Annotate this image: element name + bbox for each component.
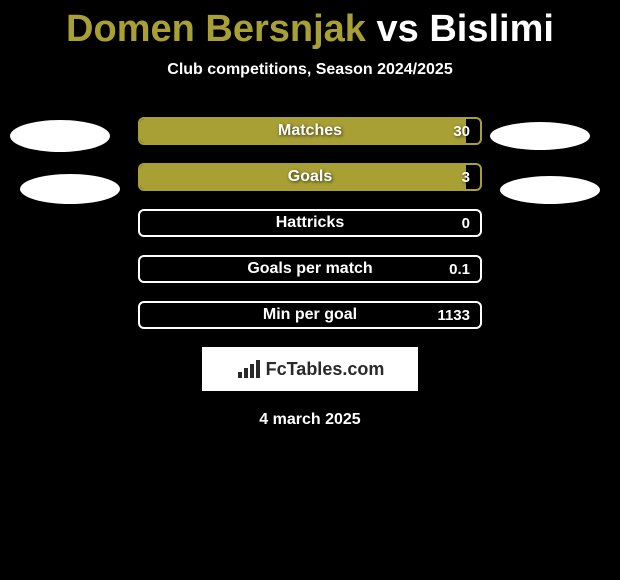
stat-fill xyxy=(140,119,466,143)
title-vs: vs xyxy=(366,8,429,50)
stat-label: Goals per match xyxy=(140,257,480,281)
stat-row: Goals3 xyxy=(138,163,482,191)
stat-value: 0.1 xyxy=(449,257,470,281)
subtitle: Club competitions, Season 2024/2025 xyxy=(0,61,620,79)
stat-row: Min per goal1133 xyxy=(138,301,482,329)
stat-label: Min per goal xyxy=(140,303,480,327)
stat-label: Hattricks xyxy=(140,211,480,235)
decor-oval-right-bot xyxy=(500,176,600,204)
logo-box: FcTables.com xyxy=(202,347,418,391)
title-player2: Bislimi xyxy=(429,8,554,50)
stat-value: 1133 xyxy=(437,303,470,327)
decor-oval-right-top xyxy=(490,122,590,150)
stat-row: Matches30 xyxy=(138,117,482,145)
stat-value: 0 xyxy=(462,211,470,235)
bar-chart-icon xyxy=(236,358,262,380)
decor-oval-left-top xyxy=(10,120,110,152)
decor-oval-left-bot xyxy=(20,174,120,204)
page-title: Domen Bersnjak vs Bislimi xyxy=(0,0,620,51)
stat-row: Goals per match0.1 xyxy=(138,255,482,283)
stat-fill xyxy=(140,165,466,189)
chart-area: Matches30 Goals3 Hattricks0 Goals per match… xyxy=(0,117,620,429)
logo-text: FcTables.com xyxy=(266,359,385,380)
stat-row: Hattricks0 xyxy=(138,209,482,237)
title-player1: Domen Bersnjak xyxy=(66,8,366,50)
date-text: 4 march 2025 xyxy=(0,411,620,429)
